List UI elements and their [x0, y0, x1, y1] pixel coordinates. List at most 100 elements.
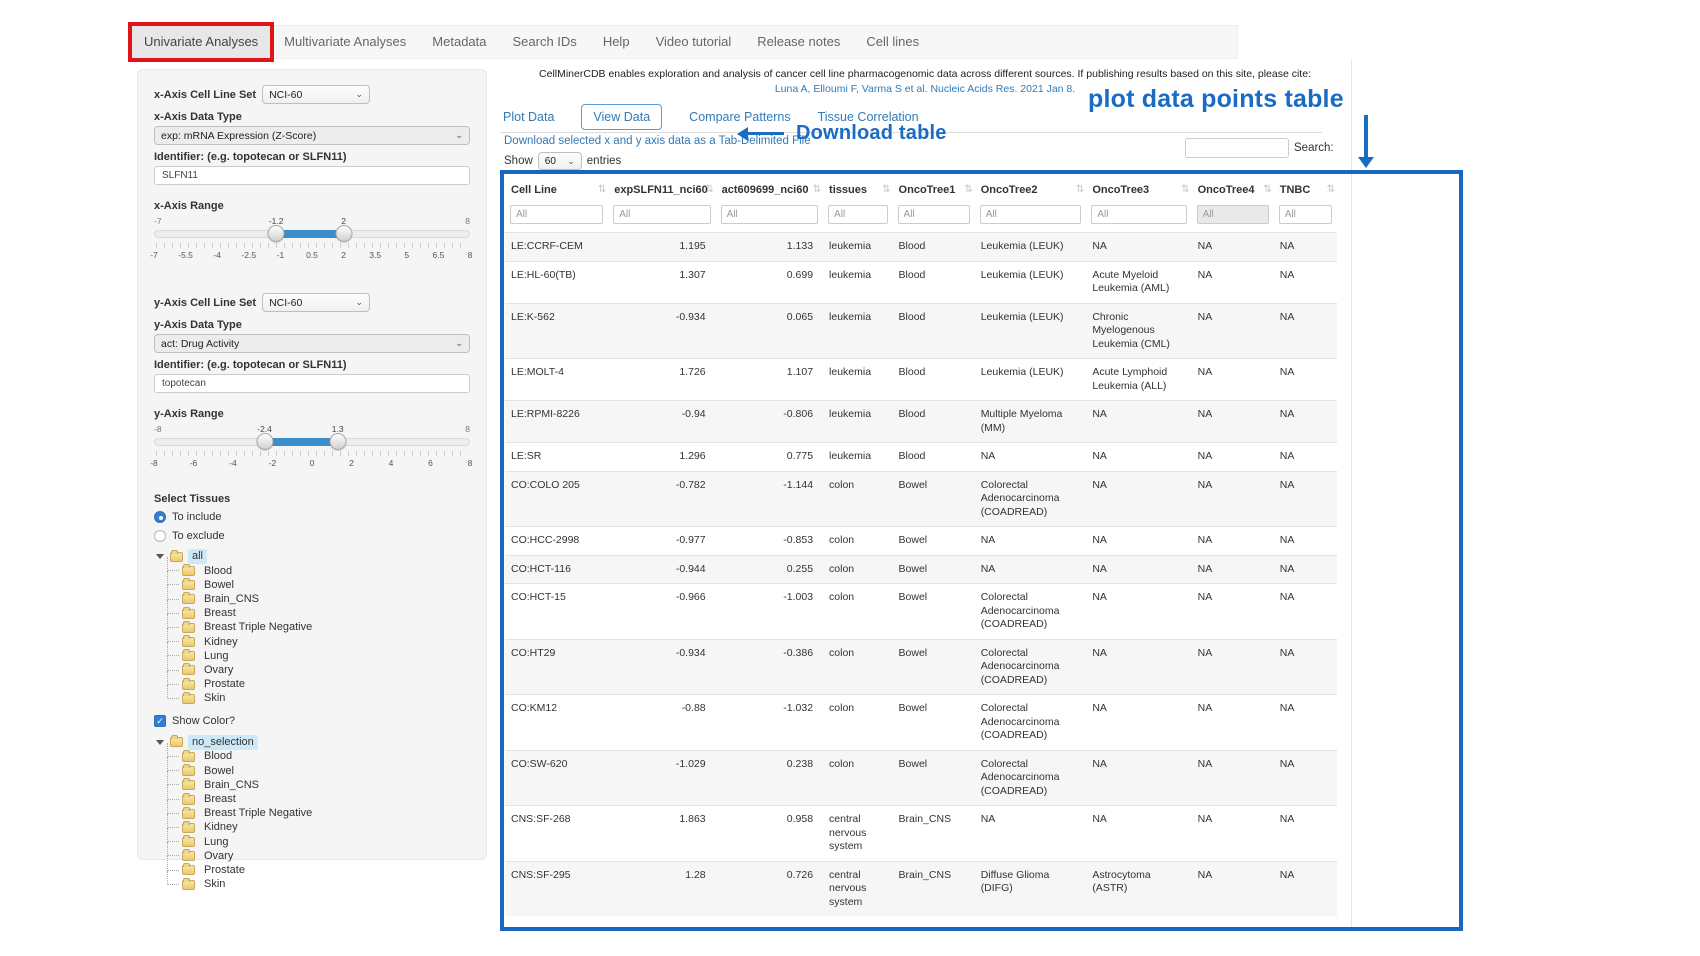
nav-tab-search-ids[interactable]: Search IDs	[512, 34, 577, 49]
nav-tab-release-notes[interactable]: Release notes	[757, 34, 841, 49]
citation-link[interactable]: Luna A, Elloumi F, Varma S et al. Nuclei…	[774, 83, 1076, 95]
column-header-oncotree2[interactable]: OncoTree2 ⇅	[980, 184, 1085, 196]
cell: CO:HCC-2998	[505, 526, 609, 555]
filter-input-tnbc[interactable]	[1278, 205, 1332, 224]
cell: Chronic Myelogenous Leukemia (CML)	[1086, 302, 1192, 359]
y-slider-max-label: 8	[465, 424, 470, 434]
y-slider-from-handle[interactable]	[256, 433, 274, 450]
color-tree-item-blood[interactable]: Blood	[165, 742, 470, 764]
tissue-tree-item-breast-triple-negative[interactable]: Breast Triple Negative	[165, 613, 470, 635]
nav-tab-univariate-analyses[interactable]: Univariate Analyses	[127, 22, 275, 62]
cell: NA	[1191, 302, 1274, 359]
cell: NA	[1191, 554, 1274, 584]
filter-input-tissues[interactable]	[828, 205, 888, 224]
cell: -0.88	[608, 694, 716, 750]
nav-tab-help[interactable]: Help	[602, 34, 630, 49]
cell: colon	[823, 638, 893, 695]
filter-input-oncotree4[interactable]	[1196, 205, 1269, 224]
cell: Leukemia (LEUK)	[974, 260, 1087, 303]
column-header-tnbc[interactable]: TNBC ⇅	[1279, 184, 1335, 196]
radio-to-exclude[interactable]: To exclude	[154, 530, 470, 542]
download-link[interactable]: Download selected x and y axis data as a…	[504, 135, 811, 147]
tissue-tree-item-prostate[interactable]: Prostate	[165, 670, 470, 692]
color-tree-item-ovary[interactable]: Ovary	[165, 842, 470, 863]
x-slider-from-handle[interactable]	[267, 225, 285, 242]
view-tabs: Plot Data View Data Compare Patterns Tissue…	[503, 104, 919, 130]
filter-input-oncotree2[interactable]	[979, 205, 1082, 224]
column-header-act609699-nci60[interactable]: act609699_nci60 ⇅	[721, 184, 822, 196]
y-slider-ticks	[156, 451, 468, 456]
column-header-oncotree1[interactable]: OncoTree1 ⇅	[898, 184, 973, 196]
filter-input-oncotree1[interactable]	[897, 205, 970, 224]
x-cellline-select[interactable]: NCI-60 ⌄	[262, 85, 371, 104]
y-slider-to-handle[interactable]	[329, 433, 347, 450]
cell: NA	[1191, 694, 1274, 750]
color-tree-item-breast-triple-negative[interactable]: Breast Triple Negative	[165, 799, 470, 821]
column-header-tissues[interactable]: tissues ⇅	[829, 184, 891, 196]
cell: -0.853	[715, 526, 824, 555]
x-slider-to-handle[interactable]	[335, 225, 353, 242]
x-range-label: x-Axis Range	[154, 200, 224, 212]
cell: -0.944	[608, 554, 716, 584]
cell: NA	[1191, 805, 1274, 861]
color-tree-root[interactable]: no_selection	[156, 734, 470, 750]
y-identifier-input[interactable]	[154, 374, 470, 393]
tab-plot-data[interactable]: Plot Data	[503, 110, 555, 124]
nav-tab-video-tutorial[interactable]: Video tutorial	[655, 34, 732, 49]
y-datatype-select[interactable]: act: Drug Activity ⌄	[154, 334, 470, 353]
column-header-oncotree3[interactable]: OncoTree3 ⇅	[1092, 184, 1190, 196]
tissue-tree-root[interactable]: all	[156, 549, 470, 564]
color-tree-item-breast[interactable]: Breast	[165, 785, 470, 806]
y-cellline-select[interactable]: NCI-60 ⌄	[262, 293, 371, 312]
filter-input-expslfn11-nci60[interactable]	[613, 205, 711, 224]
nav-tab-cell-lines[interactable]: Cell lines	[866, 34, 920, 49]
color-tree-item-bowel[interactable]: Bowel	[165, 756, 470, 778]
folder-icon	[182, 564, 195, 577]
color-tree-item-skin[interactable]: Skin	[165, 870, 470, 892]
color-tree-item-lung[interactable]: Lung	[165, 827, 470, 849]
radio-to-include[interactable]: To include	[154, 511, 470, 523]
tissue-tree-item-bowel[interactable]: Bowel	[165, 571, 470, 592]
table-row: CO:COLO 205 -0.782 -1.144 colon Bowel Colorec…	[505, 470, 1337, 527]
table-row: LE:HL-60(TB) 1.307 0.699 leukemia Blood Leuke…	[505, 260, 1337, 303]
cell: -0.966	[608, 583, 716, 639]
x-identifier-input[interactable]	[154, 166, 470, 185]
x-slider-ticks	[156, 243, 468, 248]
cell: -0.977	[608, 526, 716, 555]
tissue-tree-item-kidney[interactable]: Kidney	[165, 627, 470, 649]
tab-compare-patterns[interactable]: Compare Patterns	[689, 110, 791, 124]
x-range-slider[interactable]: -7 8 -1.2 2 -7 -5.5 -4 -2.5 -1 0.5 2 3.5 5 6.5 8	[150, 215, 472, 265]
color-tree-item-prostate[interactable]: Prostate	[165, 856, 470, 877]
tissue-tree-item-brain-cns[interactable]: Brain_CNS	[165, 585, 470, 606]
search-input[interactable]	[1185, 138, 1289, 158]
column-header-cell-line[interactable]: Cell Line ⇅	[511, 184, 607, 196]
nav-tab-metadata[interactable]: Metadata	[432, 34, 487, 49]
cell: 0.726	[715, 860, 824, 916]
nav-tab-multivariate-analyses[interactable]: Multivariate Analyses	[284, 34, 407, 49]
cell: leukemia	[823, 302, 893, 359]
tab-tissue-correlation[interactable]: Tissue Correlation	[817, 110, 919, 124]
tissue-tree-item-skin[interactable]: Skin	[165, 684, 470, 706]
folder-icon	[182, 863, 195, 876]
tissue-tree-item-lung[interactable]: Lung	[165, 642, 470, 663]
show-color-checkbox[interactable]: ✓ Show Color?	[154, 714, 470, 727]
tissue-tree-item-breast[interactable]: Breast	[165, 599, 470, 621]
filter-input-cell-line[interactable]	[510, 205, 604, 224]
x-datatype-select[interactable]: exp: mRNA Expression (Z-Score) ⌄	[154, 126, 470, 145]
color-tree-item-kidney[interactable]: Kidney	[165, 813, 470, 835]
page-size-select[interactable]: 60 ⌄	[537, 152, 582, 170]
filter-input-oncotree3[interactable]	[1091, 205, 1187, 224]
column-header-oncotree4[interactable]: OncoTree4 ⇅	[1197, 184, 1272, 196]
tissue-tree-item-ovary[interactable]: Ovary	[165, 656, 470, 677]
filter-input-act609699-nci60[interactable]	[720, 205, 819, 224]
cell: NA	[1086, 526, 1192, 555]
chevron-down-icon: ⌄	[355, 89, 364, 99]
folder-icon	[182, 806, 195, 819]
y-range-slider[interactable]: -8 8 -2.4 1.3 -8 -6 -4 -2 0 2 4 6 8	[150, 423, 472, 473]
y-slider-min-label: -8	[154, 424, 162, 434]
tab-view-data[interactable]: View Data	[581, 104, 663, 130]
tissue-tree-item-blood[interactable]: Blood	[165, 556, 470, 578]
color-tree-item-brain-cns[interactable]: Brain_CNS	[165, 771, 470, 792]
y-cellline-label: y-Axis Cell Line Set	[154, 296, 257, 309]
column-header-expslfn11-nci60[interactable]: expSLFN11_nci60 ⇅	[614, 184, 714, 196]
